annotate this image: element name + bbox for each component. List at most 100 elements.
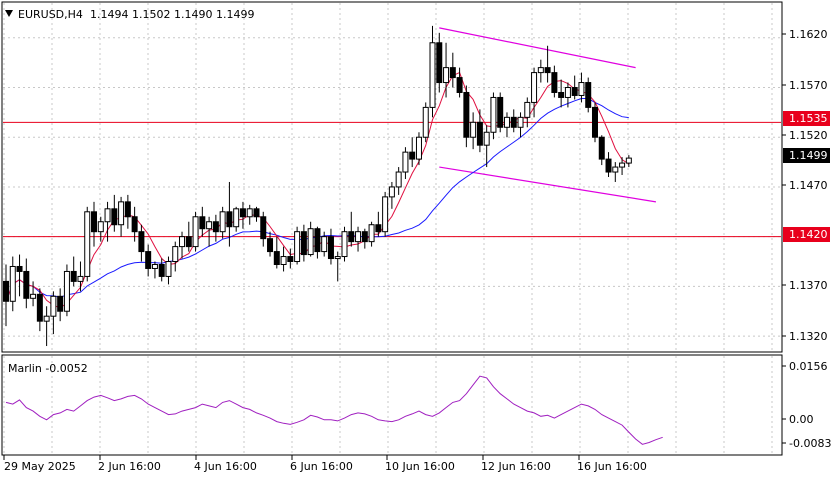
candle — [219, 206, 226, 239]
trend-channel[interactable] — [439, 27, 657, 203]
bull-candle-body — [84, 211, 91, 277]
bull-candle-body — [619, 162, 626, 168]
bear-candle-body — [591, 106, 598, 138]
candle — [206, 216, 213, 247]
candle — [571, 75, 578, 100]
ohlc-readout: 1.1494 1.1502 1.1490 1.1499 — [90, 8, 254, 21]
indicator-plot-frame — [1, 354, 783, 456]
bear-candle-body — [253, 208, 260, 218]
candle — [348, 211, 355, 247]
candle — [91, 201, 98, 247]
bear-candle-body — [375, 224, 382, 233]
bear-candle-body — [111, 208, 118, 226]
bull-candle-body — [104, 208, 111, 223]
level-high-tag-label: 1.1535 — [789, 112, 828, 125]
candle — [111, 194, 118, 232]
bear-candle-body — [212, 221, 219, 233]
bear-candle-body — [57, 295, 64, 312]
bull-candle-body — [77, 275, 84, 282]
candle — [537, 59, 544, 83]
bull-candle-body — [517, 116, 524, 128]
bull-candle-body — [537, 67, 544, 74]
candle — [145, 244, 152, 277]
bear-candle-body — [23, 270, 30, 299]
bull-candle-body — [97, 221, 104, 233]
red-moving-average-line — [5, 71, 630, 309]
bear-candle-body — [436, 42, 443, 84]
marlin-line — [5, 375, 663, 445]
candle — [43, 306, 50, 347]
bull-candle-body — [30, 293, 37, 299]
bear-candle-body — [145, 251, 152, 269]
candle — [463, 85, 470, 148]
price-label: 1.1370 — [789, 279, 828, 292]
bear-candle-body — [287, 256, 294, 263]
horizontal-levels[interactable] — [3, 121, 781, 238]
bear-candle-body — [544, 67, 551, 74]
candle — [361, 228, 368, 249]
bear-candle-body — [260, 216, 267, 240]
current-price-tag-label: 1.1499 — [789, 149, 828, 162]
bull-candle-body — [172, 246, 179, 263]
candle — [273, 236, 280, 269]
bull-candle-body — [402, 151, 409, 173]
time-label: 2 Jun 16:00 — [98, 460, 161, 473]
bull-candle-body — [483, 131, 490, 146]
candle — [585, 77, 592, 113]
candle — [578, 72, 585, 103]
bull-candle-body — [334, 256, 341, 260]
bear-candle-body — [476, 121, 483, 146]
bear-candle-body — [131, 216, 138, 233]
bull-candle-body — [165, 261, 172, 277]
bear-candle-body — [314, 228, 321, 253]
bull-candle-body — [443, 67, 450, 84]
candle — [355, 226, 362, 252]
candle — [598, 135, 605, 166]
time-label: 10 Jun 16:00 — [385, 460, 455, 473]
bull-candle-body — [246, 208, 253, 218]
bull-candle-body — [118, 201, 125, 226]
bull-candle-body — [564, 87, 571, 98]
triangle-down-icon[interactable] — [5, 10, 13, 17]
candle — [334, 251, 341, 282]
bull-candle-body — [578, 82, 585, 96]
channel-line[interactable] — [439, 27, 636, 69]
candle — [300, 224, 307, 262]
bear-candle-body — [510, 116, 517, 128]
candle — [124, 194, 131, 229]
indicator-label: 0.00 — [789, 413, 814, 426]
candle — [429, 25, 436, 118]
candle — [456, 67, 463, 98]
candle — [531, 67, 538, 118]
bull-candle-body — [422, 106, 429, 138]
time-label: 12 Jun 16:00 — [481, 460, 551, 473]
candle — [36, 288, 43, 332]
bull-candle-body — [490, 96, 497, 133]
bull-candle-body — [50, 295, 57, 317]
bull-candle-body — [470, 121, 477, 138]
candle — [314, 226, 321, 259]
bull-candle-body — [9, 265, 16, 302]
candle — [395, 167, 402, 195]
candle — [612, 162, 619, 182]
candle — [470, 112, 477, 150]
bear-candle-body — [327, 236, 334, 260]
bull-candle-body — [307, 228, 314, 256]
candle — [179, 231, 186, 259]
bear-candle-body — [239, 208, 246, 218]
candle — [476, 109, 483, 153]
candle — [341, 226, 348, 262]
candle — [3, 264, 9, 327]
moving-averages — [5, 71, 630, 309]
bear-candle-body — [463, 91, 470, 138]
price-label: 1.1570 — [789, 79, 828, 92]
channel-line[interactable] — [439, 166, 657, 203]
candle — [23, 258, 30, 309]
candle — [307, 221, 314, 257]
bull-candle-body — [503, 116, 510, 128]
candle — [16, 254, 23, 297]
candle — [402, 147, 409, 179]
bear-candle-body — [36, 293, 43, 322]
bear-candle-body — [3, 280, 9, 302]
